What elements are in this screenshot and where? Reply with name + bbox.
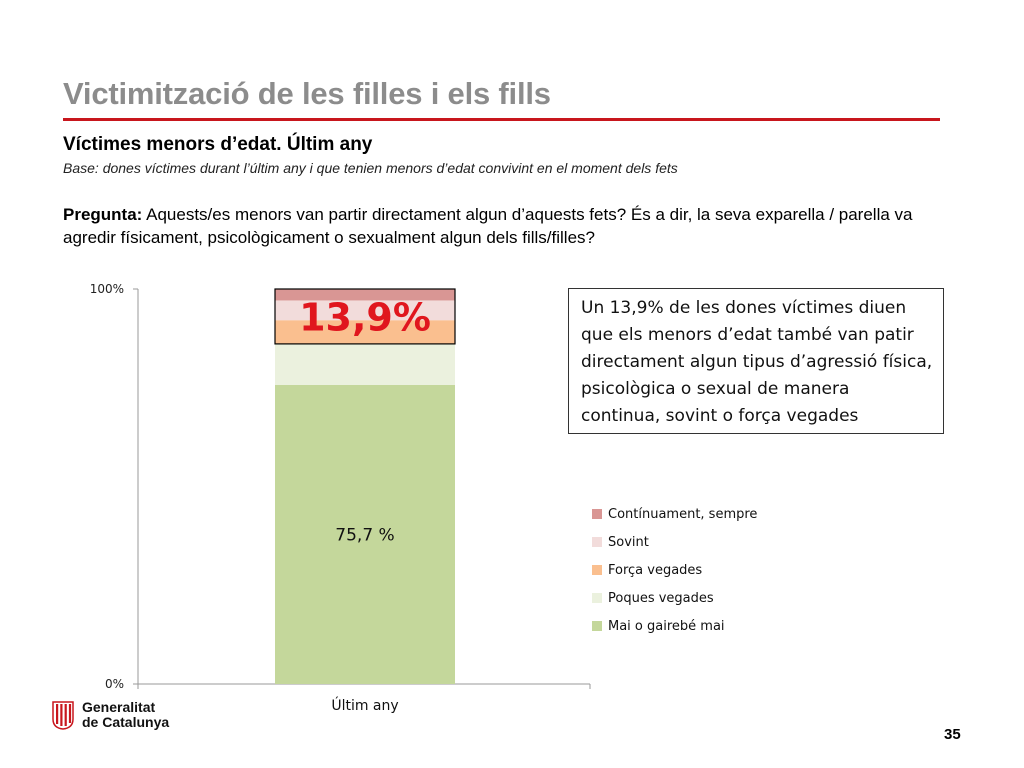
legend-swatch [592,593,602,603]
legend-item: Contínuament, sempre [592,500,757,528]
senyera-icon [52,700,74,730]
chart-legend: Contínuament, sempre Sovint Força vegade… [592,500,757,640]
x-tick-label: Últim any [331,696,398,714]
callout-box: Un 13,9% de les dones víctimes diuen que… [568,288,944,434]
legend-item: Sovint [592,528,757,556]
logo-line-1: Generalitat [82,699,156,715]
logo-line-2: de Catalunya [82,714,170,730]
legend-label: Poques vegades [608,590,714,606]
chart-subtitle: Víctimes menors d’edat. Últim any [63,134,373,155]
generalitat-logo: Generalitat de Catalunya [52,700,169,730]
legend-swatch [592,621,602,631]
page-number: 35 [944,726,961,743]
bar-segment [275,300,455,321]
legend-swatch [592,509,602,519]
legend-label: Contínuament, sempre [608,506,758,522]
page-title: Victimització de les filles i els fills [63,76,551,111]
callout-text: Un 13,9% de les dones víctimes diuen que… [581,298,933,426]
highlight-data-label: 13,9% [299,295,431,339]
question: Pregunta: Aquests/es menors van partir d… [63,203,923,249]
legend-swatch [592,565,602,575]
bar-segment [275,320,455,344]
legend-swatch [592,537,602,547]
y-tick-label: 0% [105,677,124,691]
title-divider [63,118,940,121]
legend-item: Força vegades [592,556,757,584]
legend-label: Sovint [608,534,649,550]
legend-item: Poques vegades [592,584,757,612]
question-text: Aquests/es menors van partir directament… [63,205,913,247]
bar-segment [275,289,455,301]
bar-segment [275,384,455,684]
bar-segment [275,343,455,385]
legend-item: Mai o gairebé mai [592,612,757,640]
highlight-box [274,288,456,345]
y-tick-label: 100% [90,282,124,296]
data-label: 75,7 % [335,525,394,545]
legend-label: Força vegades [608,562,703,578]
question-label: Pregunta: [63,205,143,224]
base-note: Base: dones víctimes durant l’últim any … [63,160,678,176]
legend-label: Mai o gairebé mai [608,618,725,634]
